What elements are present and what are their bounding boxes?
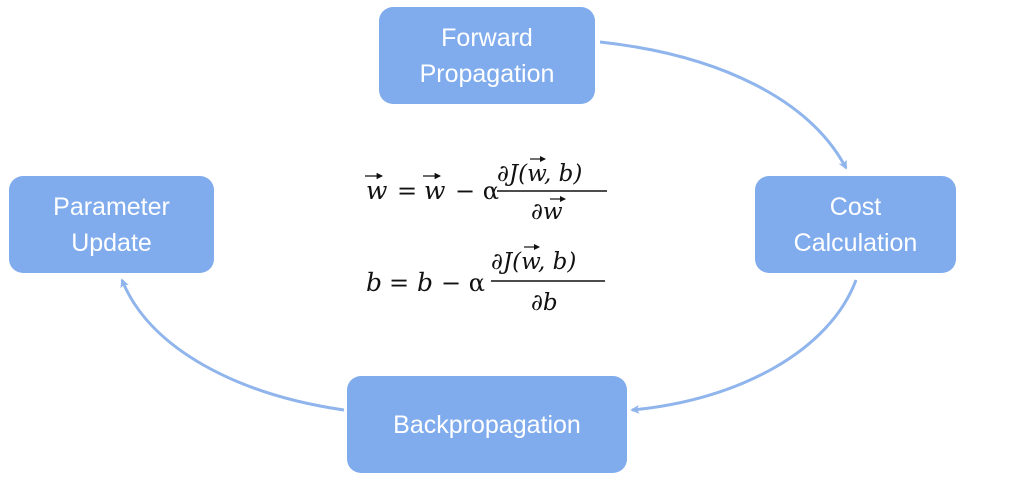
arrow-backprop-to-update [120,278,345,412]
eq-b-equals: = [389,269,409,297]
node-parameter-update: Parameter Update [9,176,214,273]
node-cost-calculation-label: Cost Calculation [793,192,918,257]
eq-w-numerator: ∂J(w, b) [497,161,582,187]
node-forward-propagation-label: Forward Propagation [419,23,555,88]
equation-w-update: w = w − α ∂J(w, b) ∂w [365,161,607,225]
equation-b-update: b = b − α ∂J(w, b) ∂b [366,249,605,316]
arrow-forward-to-cost [599,40,848,170]
eq-b-rhs-var: b [417,268,433,297]
eq-b-numerator: ∂J(w, b) [491,249,576,275]
eq-b-lhs: b [366,268,382,297]
node-cost-calculation: Cost Calculation [755,176,956,273]
node-parameter-update-label: Parameter Update [53,192,170,257]
eq-b-minus-alpha: − α [441,269,485,297]
node-backpropagation: Backpropagation [347,376,627,473]
eq-w-lhs: w [366,176,387,205]
eq-w-denominator: ∂w [531,199,563,225]
eq-w-minus-alpha: − α [455,177,499,205]
node-forward-propagation: Forward Propagation [379,7,595,104]
eq-w-rhs-var: w [424,176,445,205]
update-equations: w = w − α ∂J(w, b) ∂w b = b − α ∂J(w, b)… [365,156,607,316]
eq-w-equals: = [397,177,417,205]
node-backpropagation-label: Backpropagation [393,410,581,439]
eq-b-denominator: ∂b [531,290,558,316]
arrow-cost-to-backprop [630,279,858,414]
